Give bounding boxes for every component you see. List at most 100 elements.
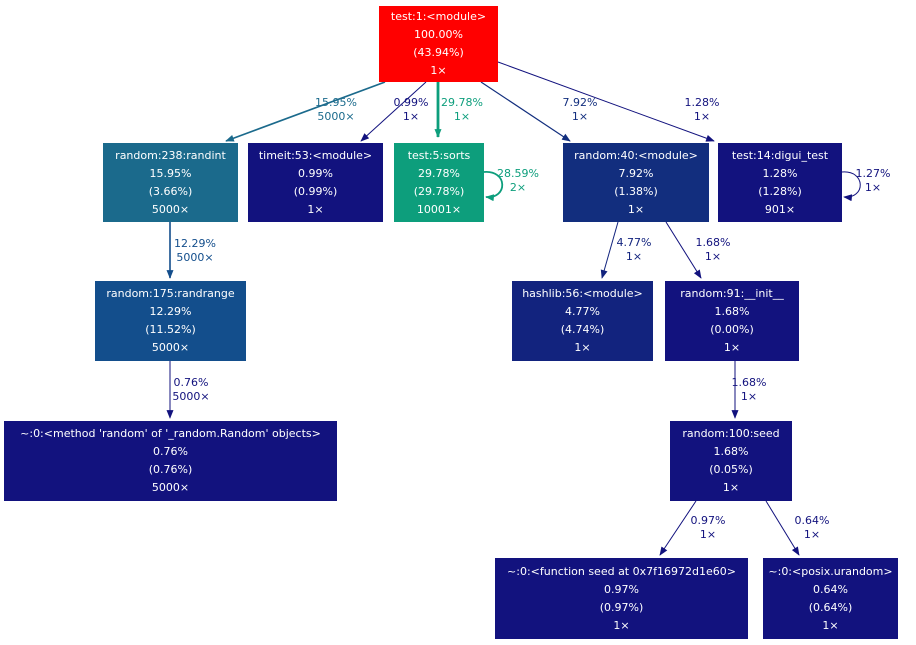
node-label: random:40:<module> <box>574 148 698 162</box>
node-calls: 1× <box>574 341 591 354</box>
edge-label-percent: 4.77% <box>616 236 652 249</box>
edge-label-calls: 1× <box>740 390 758 403</box>
graph-node-random40: random:40:<module> 7.92% (1.38%) 1× <box>563 143 709 222</box>
node-label: random:91:__init__ <box>680 287 784 300</box>
node-self: (29.78%) <box>413 184 465 198</box>
node-self: (0.99%) <box>293 184 338 198</box>
node-total: 0.76% <box>153 445 188 458</box>
node-calls: 5000× <box>151 341 190 354</box>
graph-node-func-seed: ~:0:<function seed at 0x7f16972d1e60> 0.9… <box>495 558 748 639</box>
graph-node-sorts: test:5:sorts 29.78% (29.78%) 10001× <box>394 143 484 222</box>
edge-label-calls: 1× <box>803 528 821 541</box>
graph-node-root: test:1:<module> 100.00% (43.94%) 1× <box>379 6 498 82</box>
edge-label-seed-to-func-seed: 0.97% 1× <box>691 514 726 542</box>
edge-label-percent: 1.68% <box>695 236 731 249</box>
edge-label-calls: 1× <box>402 110 420 123</box>
edge-seed-to-func-seed <box>659 500 697 556</box>
edge-label-calls: 1× <box>864 181 882 194</box>
edge-label-percent: 1.27% <box>855 167 891 180</box>
node-self: (0.64%) <box>808 600 853 614</box>
edge-label-init-to-seed: 1.68% 1× <box>732 376 767 404</box>
edge-label-percent: 0.99% <box>393 96 429 109</box>
node-label: ~:0:<posix.urandom> <box>768 564 893 578</box>
node-label: random:238:randint <box>115 148 226 162</box>
node-calls: 1× <box>307 202 324 216</box>
edge-label-randrange-to-method-random: 0.76% 5000× <box>172 376 209 404</box>
edge-label-randint-to-randrange: 12.29% 5000× <box>174 237 216 265</box>
node-self: (0.05%) <box>709 463 753 476</box>
node-calls: 1× <box>627 202 645 216</box>
node-label: timeit:53:<module> <box>258 148 373 162</box>
node-total: 1.28% <box>762 166 798 180</box>
edge-seed-to-urandom <box>765 500 800 556</box>
node-calls: 5000× <box>151 202 190 216</box>
edge-label-root-to-randint: 15.95% 5000× <box>315 96 357 124</box>
edge-sorts-to-sorts <box>483 171 504 202</box>
edge-label-percent: 28.59% <box>497 167 539 180</box>
node-calls: 1× <box>430 64 447 77</box>
node-total: 100.00% <box>414 28 463 41</box>
edge-root-to-digui <box>497 61 715 142</box>
graph-node-digui: test:14:digui_test 1.28% (1.28%) 901× <box>718 143 842 222</box>
edge-label-calls: 1× <box>693 110 711 123</box>
graph-node-urandom: ~:0:<posix.urandom> 0.64% (0.64%) 1× <box>763 558 898 639</box>
node-calls: 1× <box>613 618 630 632</box>
edge-label-percent: 15.95% <box>315 96 357 109</box>
edge-label-calls: 5000× <box>317 110 355 123</box>
edge-label-percent: 0.64% <box>794 514 830 527</box>
graph-node-hashlib: hashlib:56:<module> 4.77% (4.74%) 1× <box>512 281 653 361</box>
node-self: (3.66%) <box>148 184 193 198</box>
node-label: test:5:sorts <box>407 148 471 162</box>
edge-root-to-timeit <box>360 81 427 142</box>
node-total: 0.97% <box>604 582 639 596</box>
edge-random40-to-hashlib <box>600 221 619 279</box>
edge-label-calls: 1× <box>453 110 471 123</box>
node-self: (0.76%) <box>148 463 193 476</box>
node-calls: 1× <box>822 618 839 632</box>
edge-root-to-random40 <box>480 81 571 142</box>
node-total: 1.68% <box>713 445 749 458</box>
node-calls: 5000× <box>151 481 190 494</box>
graph-node-timeit: timeit:53:<module> 0.99% (0.99%) 1× <box>248 143 383 222</box>
graph-node-init: random:91:__init__ 1.68% (0.00%) 1× <box>665 281 799 361</box>
edge-label-root-to-sorts: 29.78% 1× <box>441 96 483 124</box>
node-label: test:1:<module> <box>390 10 487 23</box>
edge-label-root-to-timeit: 0.99% 1× <box>394 96 429 124</box>
node-self: (0.97%) <box>599 600 644 614</box>
edge-digui-to-digui <box>841 171 861 202</box>
graph-node-seed: random:100:seed 1.68% (0.05%) 1× <box>670 421 792 501</box>
edge-label-calls: 1× <box>625 250 643 263</box>
node-label: random:175:randrange <box>106 287 235 300</box>
node-calls: 10001× <box>416 202 462 216</box>
edge-label-calls: 5000× <box>176 251 214 264</box>
node-calls: 901× <box>764 202 796 216</box>
edge-label-percent: 7.92% <box>562 96 598 109</box>
edge-label-sorts-to-sorts: 28.59% 2× <box>497 167 539 195</box>
graph-node-randrange: random:175:randrange 12.29% (11.52%) 5000× <box>95 281 246 361</box>
edge-label-random40-to-init: 1.68% 1× <box>696 236 731 264</box>
node-calls: 1× <box>722 481 740 494</box>
node-self: (43.94%) <box>413 46 464 59</box>
node-total: 15.95% <box>149 166 192 180</box>
node-calls: 1× <box>723 341 741 354</box>
edge-label-seed-to-urandom: 0.64% 1× <box>795 514 830 542</box>
node-self: (0.00%) <box>710 323 754 336</box>
edge-label-calls: 2× <box>509 181 527 194</box>
node-total: 0.64% <box>813 582 848 596</box>
node-self: (4.74%) <box>560 323 605 336</box>
edge-label-calls: 1× <box>699 528 717 541</box>
node-total: 29.78% <box>418 166 460 180</box>
node-label: random:100:seed <box>682 427 780 440</box>
edge-label-percent: 0.76% <box>173 376 209 389</box>
node-label: hashlib:56:<module> <box>522 287 643 300</box>
node-total: 1.68% <box>714 305 750 318</box>
edge-label-calls: 5000× <box>172 390 210 403</box>
node-total: 0.99% <box>298 166 333 180</box>
graph-node-randint: random:238:randint 15.95% (3.66%) 5000× <box>103 143 238 222</box>
node-self: (1.28%) <box>758 184 802 198</box>
graph-node-method-random: ~:0:<method 'random' of '_random.Random'… <box>4 421 337 501</box>
edge-label-calls: 1× <box>704 250 722 263</box>
edge-label-digui-to-digui: 1.27% 1× <box>856 167 891 195</box>
